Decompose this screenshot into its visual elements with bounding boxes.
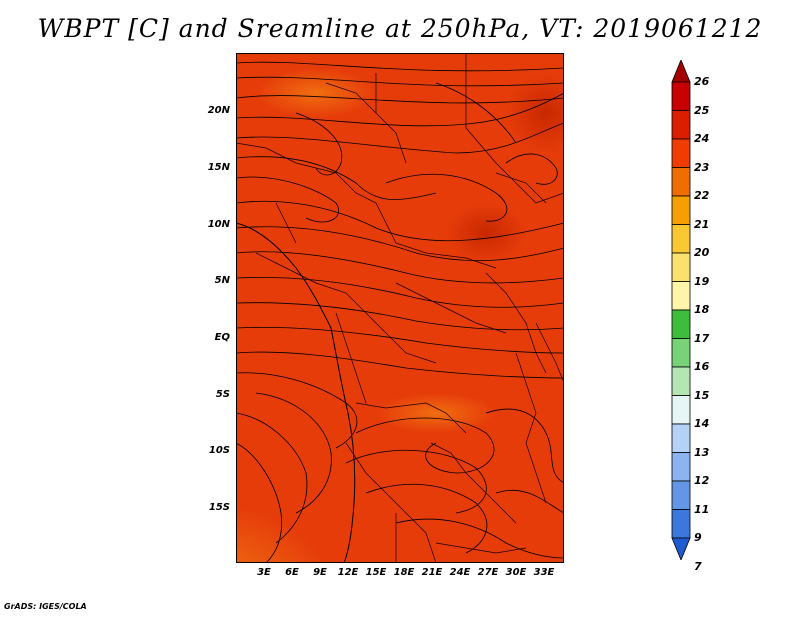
colorbar-segment (671, 60, 691, 83)
lat-label-20n: 20N (207, 105, 230, 116)
colorbar-tick-label: 21 (694, 217, 710, 231)
colorbar-segment (671, 195, 691, 225)
chart-title: WBPT [C] and Sreamline at 250hPa, VT: 20… (37, 14, 763, 43)
colorbar-tick-label: 17 (694, 331, 710, 345)
lon-label-21e: 21E (421, 567, 443, 578)
colorbar-tick-label: 23 (694, 160, 710, 174)
wbpt-zone-23-north (256, 68, 376, 118)
colorbar-segment (671, 281, 691, 311)
lat-label-eq: EQ (214, 332, 230, 343)
colorbar-tick-label: 11 (694, 502, 710, 516)
map-frame (236, 53, 564, 563)
colorbar-segment (671, 509, 691, 539)
lon-label-9e: 9E (313, 567, 327, 578)
colorbar-segment (671, 224, 691, 254)
colorbar-tick-label: 7 (694, 559, 702, 573)
wbpt-zone-24-central (446, 203, 526, 263)
coastline (235, 222, 356, 564)
colorbar-tick-label: 15 (694, 388, 710, 402)
map-panel (166, 53, 586, 613)
lon-label-12e: 12E (337, 567, 359, 578)
country-borders (235, 53, 565, 564)
colorbar-tick-label: 16 (694, 360, 710, 373)
colorbar-segment (671, 110, 691, 140)
lon-label-24e: 24E (449, 567, 471, 578)
streamlines (235, 61, 565, 564)
lat-label-5n: 5N (214, 275, 230, 286)
lon-label-27e: 27E (477, 567, 499, 578)
colorbar-tick-label: 14 (694, 417, 710, 430)
colorbar-tick-label: 18 (694, 303, 710, 316)
colorbar-segment (671, 167, 691, 197)
lat-label-15n: 15N (207, 162, 230, 173)
lon-label-3e: 3E (257, 567, 271, 578)
colorbar-tick-label: 26 (694, 75, 710, 88)
lon-label-33e: 33E (533, 567, 555, 578)
colorbar-segment (671, 537, 691, 560)
lon-label-18e: 18E (393, 567, 415, 578)
colorbar-segment (671, 366, 691, 396)
wbpt-zone-23-south (376, 393, 496, 433)
colorbar-segment (671, 395, 691, 425)
colorbar-tick-label: 20 (694, 246, 710, 259)
credit-text: GrADS: IGES/COLA (4, 602, 87, 611)
lon-label-30e: 30E (505, 567, 527, 578)
colorbar-tick-label: 12 (694, 474, 710, 487)
colorbar-segment (671, 81, 691, 111)
colorbar-segment (671, 309, 691, 339)
colorbar-tick-label: 13 (694, 445, 710, 459)
colorbar-tick-label: 25 (694, 103, 710, 117)
colorbar (671, 60, 691, 560)
lon-label-6e: 6E (285, 567, 299, 578)
colorbar-tick-label: 24 (694, 132, 710, 145)
colorbar-tick-label: 19 (694, 274, 710, 288)
wbpt-streamline-map (166, 53, 586, 613)
colorbar-tick-label: 22 (694, 189, 710, 202)
colorbar-tick-label: 9 (694, 531, 702, 544)
colorbar-segment (671, 338, 691, 368)
colorbar-segment (671, 252, 691, 282)
colorbar-segment (671, 423, 691, 453)
colorbar-segment (671, 138, 691, 168)
lat-label-10s: 10S (208, 445, 230, 456)
lat-label-10n: 10N (207, 219, 230, 230)
lat-label-5s: 5S (215, 389, 230, 400)
lat-label-15s: 15S (208, 502, 230, 513)
colorbar-segment (671, 452, 691, 482)
lon-label-15e: 15E (365, 567, 387, 578)
colorbar-segment (671, 480, 691, 510)
